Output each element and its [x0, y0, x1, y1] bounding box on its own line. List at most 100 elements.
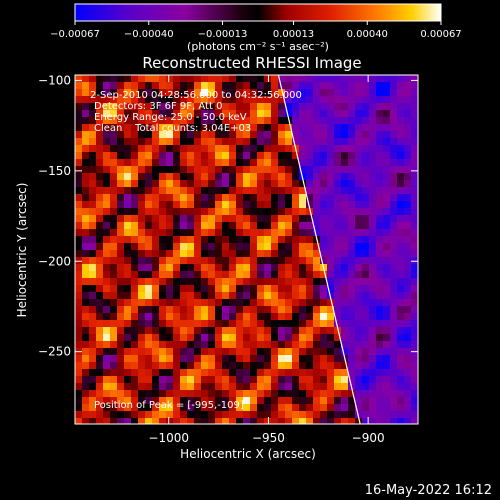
heatmap-cell	[397, 131, 404, 138]
heatmap-cell	[383, 299, 390, 306]
heatmap-cell	[243, 250, 250, 257]
heatmap-cell	[355, 376, 362, 383]
heatmap-cell	[215, 187, 222, 194]
heatmap-cell	[264, 138, 271, 145]
heatmap-cell	[390, 89, 397, 96]
heatmap-cell	[236, 292, 243, 299]
heatmap-cell	[313, 257, 320, 264]
heatmap-cell	[250, 299, 257, 306]
heatmap-cell	[320, 292, 327, 299]
heatmap-cell	[306, 145, 313, 152]
heatmap-cell	[194, 201, 201, 208]
heatmap-cell	[201, 96, 208, 103]
heatmap-cell	[194, 89, 201, 96]
heatmap-cell	[278, 194, 285, 201]
heatmap-cell	[229, 264, 236, 271]
heatmap-cell	[110, 194, 117, 201]
heatmap-cell	[369, 285, 376, 292]
heatmap-cell	[215, 313, 222, 320]
heatmap-cell	[320, 334, 327, 341]
heatmap-cell	[369, 369, 376, 376]
heatmap-cell	[180, 292, 187, 299]
heatmap-cell	[96, 138, 103, 145]
heatmap-cell	[278, 313, 285, 320]
heatmap-cell	[145, 320, 152, 327]
heatmap-cell	[362, 215, 369, 222]
heatmap-cell	[201, 201, 208, 208]
heatmap-cell	[397, 201, 404, 208]
heatmap-cell	[411, 194, 418, 201]
heatmap-cell	[313, 243, 320, 250]
heatmap-cell	[271, 194, 278, 201]
heatmap-cell	[145, 117, 152, 124]
heatmap-cell	[404, 89, 411, 96]
heatmap-cell	[383, 131, 390, 138]
heatmap-cell	[145, 383, 152, 390]
heatmap-cell	[250, 96, 257, 103]
heatmap-cell	[110, 166, 117, 173]
heatmap-cell	[341, 229, 348, 236]
heatmap-cell	[208, 306, 215, 313]
heatmap-cell	[215, 327, 222, 334]
heatmap-cell	[292, 390, 299, 397]
heatmap-cell	[271, 306, 278, 313]
heatmap-cell	[159, 362, 166, 369]
heatmap-cell	[152, 194, 159, 201]
heatmap-cell	[390, 131, 397, 138]
heatmap-cell	[348, 208, 355, 215]
heatmap-cell	[138, 89, 145, 96]
heatmap-cell	[117, 145, 124, 152]
heatmap-cell	[222, 124, 229, 131]
heatmap-cell	[355, 103, 362, 110]
heatmap-cell	[180, 152, 187, 159]
heatmap-cell	[82, 271, 89, 278]
heatmap-cell	[369, 383, 376, 390]
heatmap-cell	[390, 390, 397, 397]
heatmap-cell	[194, 138, 201, 145]
heatmap-cell	[166, 390, 173, 397]
heatmap-cell	[89, 383, 96, 390]
heatmap-cell	[215, 152, 222, 159]
heatmap-cell	[82, 152, 89, 159]
heatmap-cell	[271, 222, 278, 229]
heatmap-cell	[159, 376, 166, 383]
heatmap-cell	[341, 138, 348, 145]
heatmap-cell	[264, 390, 271, 397]
heatmap-cell	[159, 236, 166, 243]
heatmap-cell	[257, 208, 264, 215]
heatmap-cell	[299, 397, 306, 404]
heatmap-cell	[89, 362, 96, 369]
heatmap-cell	[355, 131, 362, 138]
heatmap-cell	[96, 397, 103, 404]
heatmap-cell	[180, 369, 187, 376]
heatmap-cell	[117, 208, 124, 215]
heatmap-cell	[348, 82, 355, 89]
heatmap-cell	[243, 271, 250, 278]
heatmap-cell	[124, 159, 131, 166]
heatmap-cell	[250, 271, 257, 278]
heatmap-cell	[159, 82, 166, 89]
heatmap-cell	[404, 397, 411, 404]
heatmap-cell	[243, 292, 250, 299]
heatmap-cell	[201, 215, 208, 222]
heatmap-cell	[187, 264, 194, 271]
heatmap-cell	[285, 138, 292, 145]
heatmap-cell	[376, 215, 383, 222]
heatmap-cell	[187, 180, 194, 187]
heatmap-cell	[348, 159, 355, 166]
heatmap-cell	[159, 117, 166, 124]
heatmap-cell	[397, 355, 404, 362]
heatmap-cell	[376, 159, 383, 166]
heatmap-cell	[82, 278, 89, 285]
heatmap-cell	[243, 376, 250, 383]
heatmap-cell	[257, 222, 264, 229]
heatmap-cell	[320, 166, 327, 173]
heatmap-cell	[271, 264, 278, 271]
heatmap-cell	[348, 194, 355, 201]
heatmap-cell	[306, 138, 313, 145]
heatmap-cell	[292, 341, 299, 348]
heatmap-cell	[131, 341, 138, 348]
heatmap-cell	[215, 103, 222, 110]
heatmap-cell	[75, 292, 82, 299]
heatmap-cell	[208, 180, 215, 187]
